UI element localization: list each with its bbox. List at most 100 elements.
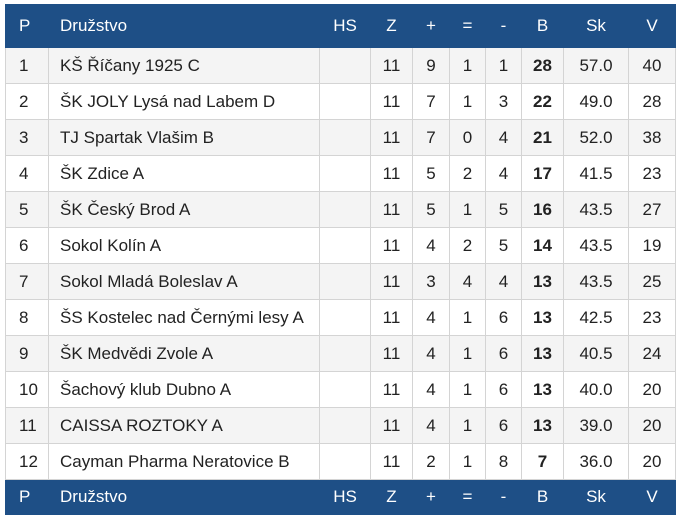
cell-team-name[interactable]: CAISSA ROZTOKY A [48, 407, 320, 444]
cell-wins: 4 [412, 335, 450, 372]
cell-played: 11 [370, 227, 413, 264]
cell-wins: 4 [412, 227, 450, 264]
cell-played: 11 [370, 47, 413, 84]
table-row: 10 Šachový klub Dubno A 11 4 1 6 13 40.0 20 [5, 371, 676, 408]
table-row: 2 ŠK JOLY Lysá nad Labem D 11 7 1 3 22 49.0 28 [5, 83, 676, 120]
cell-v: 27 [628, 191, 676, 228]
cell-played: 11 [370, 191, 413, 228]
cell-draws: 2 [449, 227, 486, 264]
cell-team-name[interactable]: Sokol Kolín A [48, 227, 320, 264]
cell-score: 49.0 [563, 83, 629, 120]
table-row: 7 Sokol Mladá Boleslav A 11 3 4 4 13 43.5 25 [5, 263, 676, 300]
cell-draws: 1 [449, 407, 486, 444]
cell-team-name[interactable]: Šachový klub Dubno A [48, 371, 320, 408]
cell-losses: 4 [485, 119, 522, 156]
col-header-score[interactable]: Sk [563, 4, 629, 48]
cell-team-name[interactable]: TJ Spartak Vlašim B [48, 119, 320, 156]
col-header-position[interactable]: P [5, 4, 49, 48]
cell-score: 41.5 [563, 155, 629, 192]
cell-wins: 4 [412, 299, 450, 336]
cell-score: 52.0 [563, 119, 629, 156]
col-header-v[interactable]: V [628, 4, 676, 48]
col-header-played[interactable]: Z [370, 4, 413, 48]
cell-losses: 3 [485, 83, 522, 120]
cell-points: 16 [521, 191, 564, 228]
cell-hs [319, 299, 371, 336]
cell-wins: 9 [412, 47, 450, 84]
cell-wins: 7 [412, 119, 450, 156]
cell-team-name[interactable]: ŠK Zdice A [48, 155, 320, 192]
col-header-points[interactable]: B [521, 4, 564, 48]
footer-v: V [628, 479, 676, 515]
cell-wins: 4 [412, 407, 450, 444]
header-row: P Družstvo HS Z + = - B Sk V [5, 4, 676, 48]
cell-team-name[interactable]: ŠK JOLY Lysá nad Labem D [48, 83, 320, 120]
cell-v: 20 [628, 371, 676, 408]
cell-played: 11 [370, 371, 413, 408]
footer-losses: - [485, 479, 522, 515]
cell-played: 11 [370, 83, 413, 120]
cell-team-name[interactable]: ŠS Kostelec nad Černými lesy A [48, 299, 320, 336]
cell-points: 17 [521, 155, 564, 192]
col-header-wins[interactable]: + [412, 4, 450, 48]
cell-draws: 0 [449, 119, 486, 156]
cell-score: 36.0 [563, 443, 629, 480]
col-header-team[interactable]: Družstvo [48, 4, 320, 48]
cell-team-name[interactable]: ŠK Medvědi Zvole A [48, 335, 320, 372]
table-row: 8 ŠS Kostelec nad Černými lesy A 11 4 1 6 13 42… [5, 299, 676, 336]
cell-score: 57.0 [563, 47, 629, 84]
cell-draws: 1 [449, 443, 486, 480]
cell-losses: 6 [485, 299, 522, 336]
footer-team: Družstvo [48, 479, 320, 515]
cell-played: 11 [370, 443, 413, 480]
cell-score: 40.5 [563, 335, 629, 372]
footer-draws: = [449, 479, 486, 515]
cell-wins: 3 [412, 263, 450, 300]
cell-hs [319, 443, 371, 480]
cell-v: 40 [628, 47, 676, 84]
cell-position: 1 [5, 47, 49, 84]
cell-draws: 1 [449, 191, 486, 228]
cell-score: 42.5 [563, 299, 629, 336]
cell-draws: 1 [449, 83, 486, 120]
cell-draws: 2 [449, 155, 486, 192]
cell-team-name[interactable]: Sokol Mladá Boleslav A [48, 263, 320, 300]
cell-draws: 1 [449, 47, 486, 84]
cell-position: 3 [5, 119, 49, 156]
col-header-hs[interactable]: HS [319, 4, 371, 48]
table-row: 3 TJ Spartak Vlašim B 11 7 0 4 21 52.0 38 [5, 119, 676, 156]
cell-v: 24 [628, 335, 676, 372]
cell-team-name[interactable]: KŠ Říčany 1925 C [48, 47, 320, 84]
cell-v: 25 [628, 263, 676, 300]
cell-score: 43.5 [563, 227, 629, 264]
footer-position: P [5, 479, 49, 515]
cell-losses: 5 [485, 191, 522, 228]
cell-v: 28 [628, 83, 676, 120]
cell-losses: 4 [485, 155, 522, 192]
table-row: 4 ŠK Zdice A 11 5 2 4 17 41.5 23 [5, 155, 676, 192]
table-body: 1 KŠ Říčany 1925 C 11 9 1 1 28 57.0 40 2 ŠK JOLY L… [5, 47, 676, 480]
table-row: 6 Sokol Kolín A 11 4 2 5 14 43.5 19 [5, 227, 676, 264]
cell-wins: 5 [412, 191, 450, 228]
footer-points: B [521, 479, 564, 515]
cell-hs [319, 371, 371, 408]
cell-played: 11 [370, 335, 413, 372]
cell-losses: 5 [485, 227, 522, 264]
cell-team-name[interactable]: ŠK Český Brod A [48, 191, 320, 228]
cell-points: 13 [521, 371, 564, 408]
cell-score: 39.0 [563, 407, 629, 444]
footer-wins: + [412, 479, 450, 515]
cell-played: 11 [370, 299, 413, 336]
standings-table: P Družstvo HS Z + = - B Sk V 1 KŠ Říčany … [5, 4, 676, 515]
col-header-draws[interactable]: = [449, 4, 486, 48]
footer-played: Z [370, 479, 413, 515]
cell-position: 7 [5, 263, 49, 300]
cell-team-name[interactable]: Cayman Pharma Neratovice B [48, 443, 320, 480]
table-footer: P Družstvo HS Z + = - B Sk V [5, 479, 676, 515]
cell-v: 20 [628, 407, 676, 444]
cell-v: 38 [628, 119, 676, 156]
cell-points: 13 [521, 263, 564, 300]
cell-hs [319, 335, 371, 372]
cell-hs [319, 47, 371, 84]
col-header-losses[interactable]: - [485, 4, 522, 48]
